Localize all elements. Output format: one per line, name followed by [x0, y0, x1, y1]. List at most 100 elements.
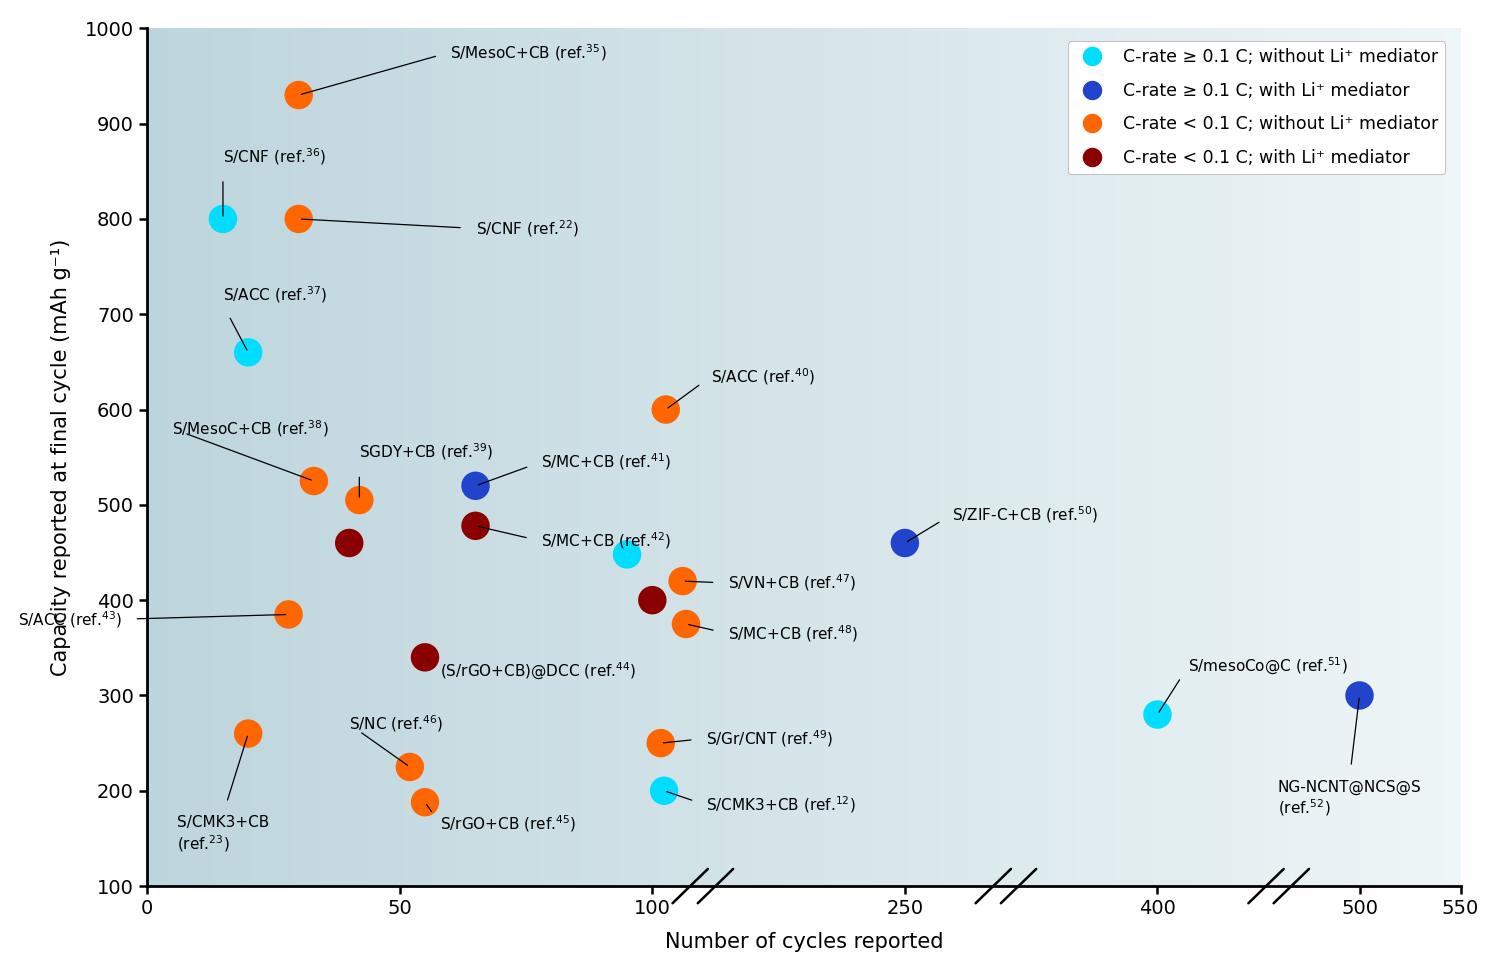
Bar: [327, 28, 332, 886]
Bar: [1377, 28, 1382, 886]
Bar: [362, 28, 366, 886]
Text: S/CNF (ref.$^{22}$): S/CNF (ref.$^{22}$): [476, 218, 579, 238]
Bar: [200, 28, 204, 886]
Point: [236, 344, 260, 360]
Bar: [1194, 28, 1198, 886]
Bar: [1320, 28, 1324, 886]
Bar: [909, 28, 914, 886]
Bar: [1258, 28, 1263, 886]
Bar: [226, 28, 231, 886]
Bar: [446, 28, 448, 886]
Bar: [752, 28, 756, 886]
Bar: [576, 28, 580, 886]
Bar: [1448, 28, 1452, 886]
Bar: [594, 28, 598, 886]
Legend: C-rate ≥ 0.1 C; without Li⁺ mediator, C-rate ≥ 0.1 C; with Li⁺ mediator, C-rate : C-rate ≥ 0.1 C; without Li⁺ mediator, C-…: [1068, 41, 1446, 174]
Point: [338, 535, 362, 551]
Bar: [1352, 28, 1356, 886]
Bar: [217, 28, 222, 886]
Bar: [1276, 28, 1281, 886]
Point: [464, 518, 488, 533]
Bar: [886, 28, 891, 886]
Point: [211, 211, 236, 227]
Bar: [1014, 28, 1019, 886]
Bar: [852, 28, 856, 886]
Bar: [304, 28, 309, 886]
Bar: [939, 28, 944, 886]
Bar: [891, 28, 896, 886]
Bar: [1338, 28, 1342, 886]
Bar: [672, 28, 676, 886]
Bar: [1062, 28, 1066, 886]
Bar: [195, 28, 200, 886]
Bar: [598, 28, 603, 886]
Bar: [427, 28, 432, 886]
Bar: [681, 28, 686, 886]
Bar: [388, 28, 393, 886]
Bar: [1032, 28, 1036, 886]
Bar: [506, 28, 510, 886]
Bar: [808, 28, 813, 886]
Bar: [1420, 28, 1425, 886]
Bar: [1036, 28, 1041, 886]
Bar: [288, 28, 291, 886]
Bar: [380, 28, 384, 886]
Bar: [489, 28, 494, 886]
Bar: [1342, 28, 1347, 886]
Bar: [1390, 28, 1395, 886]
Bar: [738, 28, 742, 886]
Bar: [152, 28, 156, 886]
Bar: [786, 28, 790, 886]
Bar: [861, 28, 865, 886]
Bar: [432, 28, 436, 886]
Bar: [546, 28, 550, 886]
Point: [615, 547, 639, 562]
Bar: [1294, 28, 1299, 886]
X-axis label: Number of cycles reported: Number of cycles reported: [664, 932, 944, 953]
Bar: [686, 28, 690, 886]
Bar: [423, 28, 427, 886]
Bar: [147, 28, 152, 886]
Bar: [484, 28, 489, 886]
Bar: [624, 28, 628, 886]
Bar: [800, 28, 804, 886]
Text: S/MC+CB (ref.$^{41}$): S/MC+CB (ref.$^{41}$): [542, 451, 670, 472]
Bar: [1434, 28, 1438, 886]
Point: [236, 726, 260, 741]
Bar: [1329, 28, 1334, 886]
Bar: [1228, 28, 1233, 886]
Bar: [336, 28, 340, 886]
Bar: [370, 28, 375, 886]
Bar: [822, 28, 825, 886]
Bar: [1162, 28, 1167, 886]
Bar: [734, 28, 738, 886]
Bar: [1142, 28, 1146, 886]
Bar: [934, 28, 939, 886]
Bar: [724, 28, 729, 886]
Bar: [1128, 28, 1132, 886]
Bar: [550, 28, 555, 886]
Bar: [628, 28, 633, 886]
Bar: [1263, 28, 1268, 886]
Bar: [717, 28, 720, 886]
Bar: [204, 28, 209, 886]
Bar: [765, 28, 770, 886]
Bar: [646, 28, 651, 886]
Bar: [1418, 28, 1420, 886]
Bar: [503, 28, 506, 886]
Bar: [1137, 28, 1142, 886]
Text: S/ACC (ref.$^{40}$): S/ACC (ref.$^{40}$): [711, 366, 815, 386]
Bar: [962, 28, 966, 886]
Bar: [1124, 28, 1128, 886]
Bar: [1316, 28, 1320, 886]
Bar: [466, 28, 471, 886]
Bar: [436, 28, 441, 886]
Bar: [633, 28, 638, 886]
Bar: [309, 28, 314, 886]
Bar: [603, 28, 608, 886]
Bar: [231, 28, 234, 886]
Bar: [1281, 28, 1286, 886]
Bar: [458, 28, 462, 886]
Text: SGDY+CB (ref.$^{39}$): SGDY+CB (ref.$^{39}$): [360, 442, 494, 462]
Bar: [291, 28, 296, 886]
